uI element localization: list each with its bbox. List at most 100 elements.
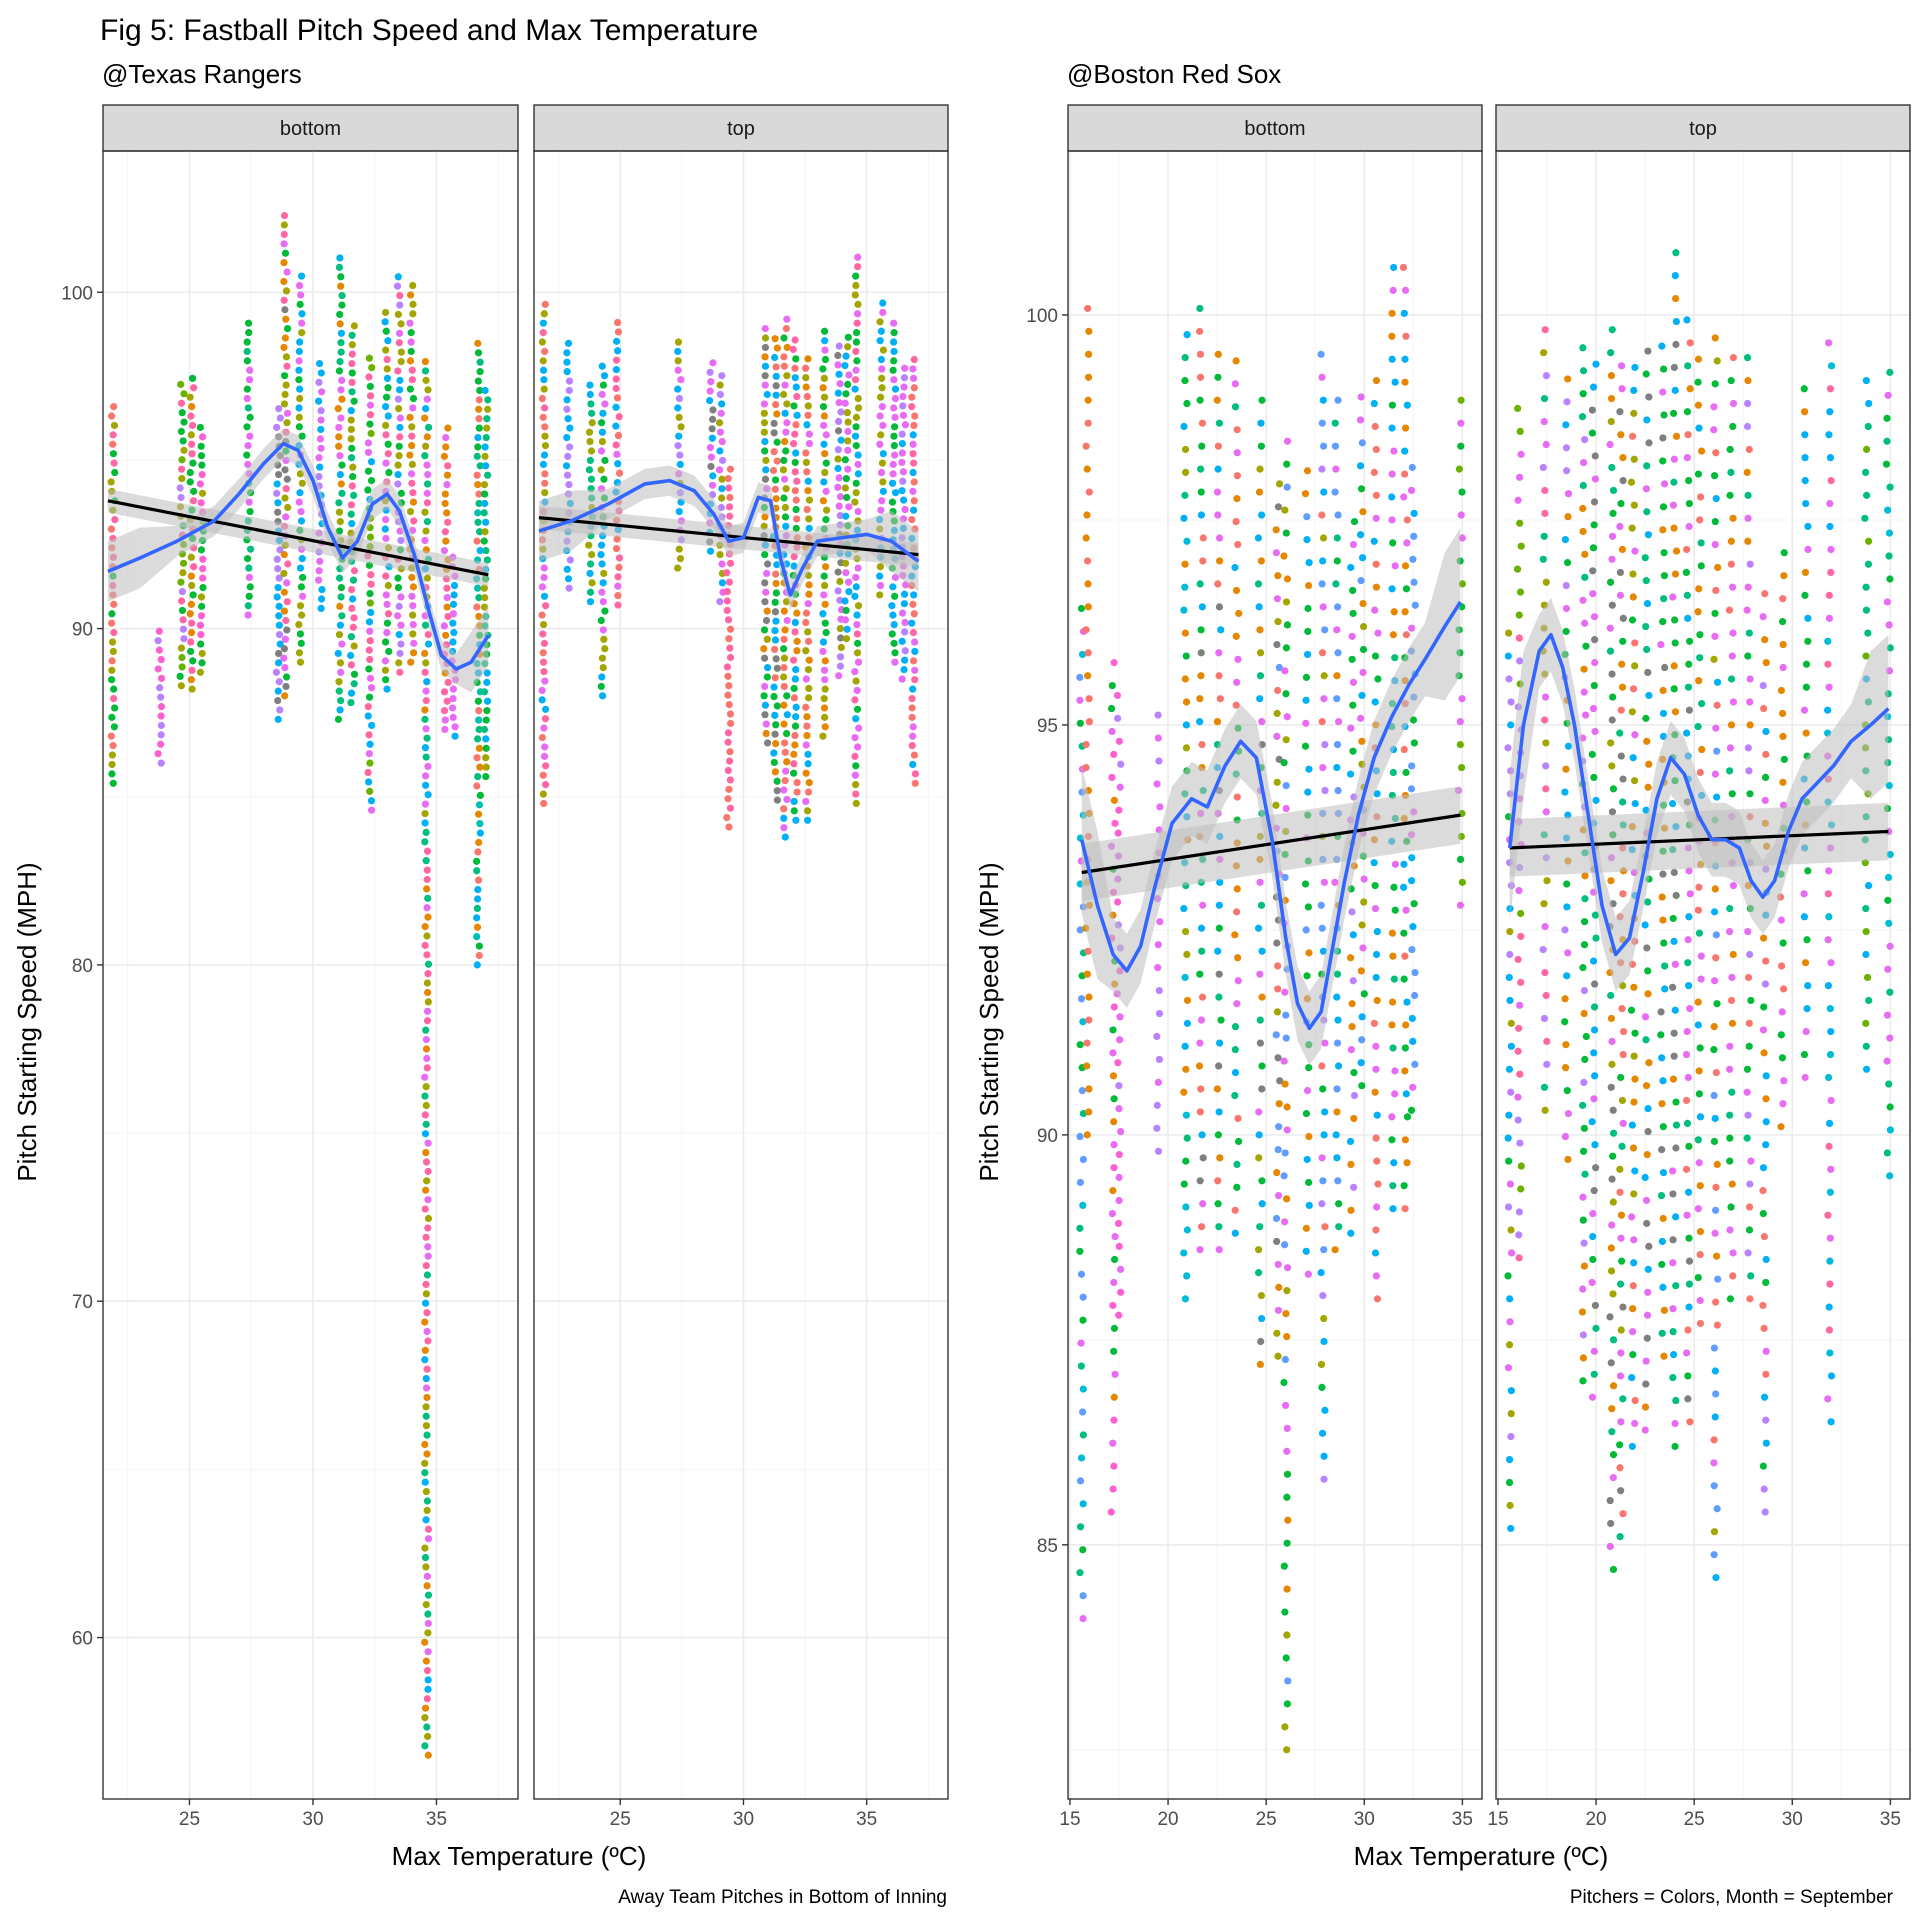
data-point bbox=[1777, 686, 1785, 695]
data-point bbox=[274, 687, 282, 695]
data-point bbox=[837, 436, 845, 444]
data-point bbox=[804, 402, 812, 410]
data-point bbox=[246, 432, 254, 440]
data-point bbox=[1113, 898, 1122, 906]
data-point bbox=[1281, 1608, 1289, 1616]
data-point bbox=[424, 1619, 432, 1628]
data-point bbox=[178, 663, 186, 671]
data-point bbox=[1563, 398, 1571, 406]
data-point bbox=[1372, 1042, 1380, 1050]
data-point bbox=[802, 675, 810, 683]
loess-smooth-line bbox=[538, 478, 920, 597]
data-point bbox=[1669, 1328, 1677, 1336]
data-point bbox=[475, 396, 483, 404]
data-point bbox=[890, 329, 898, 337]
data-point bbox=[1374, 629, 1382, 637]
data-point bbox=[284, 503, 292, 512]
data-point bbox=[409, 620, 417, 629]
data-point bbox=[1619, 454, 1627, 462]
data-point bbox=[841, 361, 849, 370]
data-point bbox=[1401, 952, 1409, 960]
data-point bbox=[1213, 396, 1221, 404]
data-point bbox=[909, 732, 917, 740]
data-point bbox=[1401, 1136, 1409, 1144]
data-point bbox=[1616, 1280, 1625, 1288]
data-point bbox=[1669, 914, 1677, 923]
data-point bbox=[1630, 1190, 1638, 1198]
data-point bbox=[1318, 924, 1326, 932]
data-point bbox=[822, 459, 830, 467]
data-point bbox=[1726, 1295, 1735, 1303]
data-point bbox=[1683, 545, 1691, 554]
data-point bbox=[1727, 721, 1736, 729]
data-point bbox=[761, 701, 769, 709]
data-point bbox=[409, 300, 417, 308]
data-point bbox=[762, 720, 770, 728]
data-point bbox=[760, 626, 769, 634]
data-point bbox=[422, 725, 430, 733]
data-point bbox=[601, 607, 609, 615]
data-point bbox=[281, 306, 289, 314]
data-point bbox=[1659, 686, 1667, 695]
data-point bbox=[898, 458, 906, 467]
data-point bbox=[779, 673, 788, 681]
data-point bbox=[298, 555, 306, 563]
data-point bbox=[1563, 467, 1571, 475]
data-point bbox=[1884, 965, 1892, 973]
data-point bbox=[1826, 1050, 1835, 1059]
data-point bbox=[421, 1299, 430, 1307]
data-point bbox=[539, 630, 547, 638]
data-point bbox=[1629, 685, 1638, 693]
data-point bbox=[109, 431, 117, 439]
data-point bbox=[802, 647, 810, 655]
data-point bbox=[1801, 591, 1809, 599]
data-point bbox=[474, 377, 482, 385]
data-point bbox=[484, 471, 492, 479]
data-point bbox=[421, 1469, 429, 1477]
data-point bbox=[481, 386, 489, 395]
data-point bbox=[1609, 1129, 1618, 1137]
data-point bbox=[1618, 683, 1627, 691]
data-point bbox=[367, 608, 375, 617]
data-point bbox=[1333, 763, 1341, 772]
data-point bbox=[1281, 506, 1289, 514]
data-point bbox=[298, 479, 306, 487]
data-point bbox=[793, 637, 801, 645]
data-point bbox=[1077, 1362, 1085, 1370]
data-point bbox=[854, 263, 862, 271]
data-point bbox=[1618, 1142, 1626, 1150]
data-point bbox=[1282, 736, 1290, 744]
data-point bbox=[245, 376, 254, 384]
data-point bbox=[890, 639, 898, 647]
data-point bbox=[1082, 534, 1090, 542]
data-point bbox=[803, 505, 811, 514]
data-point bbox=[1319, 1085, 1327, 1093]
data-point bbox=[157, 655, 165, 664]
data-point bbox=[1580, 688, 1588, 696]
data-point bbox=[1110, 1141, 1118, 1149]
data-point bbox=[1631, 1167, 1639, 1175]
data-point bbox=[1801, 454, 1809, 462]
data-point bbox=[1606, 1542, 1614, 1551]
data-point bbox=[911, 770, 920, 778]
data-point bbox=[281, 494, 289, 502]
data-point bbox=[1800, 913, 1808, 921]
data-point bbox=[1110, 1095, 1118, 1103]
data-point bbox=[1076, 719, 1084, 727]
data-point bbox=[1115, 1082, 1123, 1090]
data-point bbox=[1077, 604, 1086, 613]
data-point bbox=[421, 442, 430, 450]
data-point bbox=[1215, 557, 1224, 565]
data-point bbox=[317, 444, 325, 452]
x-tick-label: 35 bbox=[1452, 1809, 1473, 1830]
data-point bbox=[395, 339, 403, 347]
data-point bbox=[789, 345, 797, 354]
data-point bbox=[1317, 1269, 1325, 1277]
data-point bbox=[804, 600, 812, 608]
data-point bbox=[407, 347, 415, 356]
data-point bbox=[1710, 1459, 1718, 1467]
data-point bbox=[540, 639, 549, 647]
data-point bbox=[1332, 580, 1340, 588]
